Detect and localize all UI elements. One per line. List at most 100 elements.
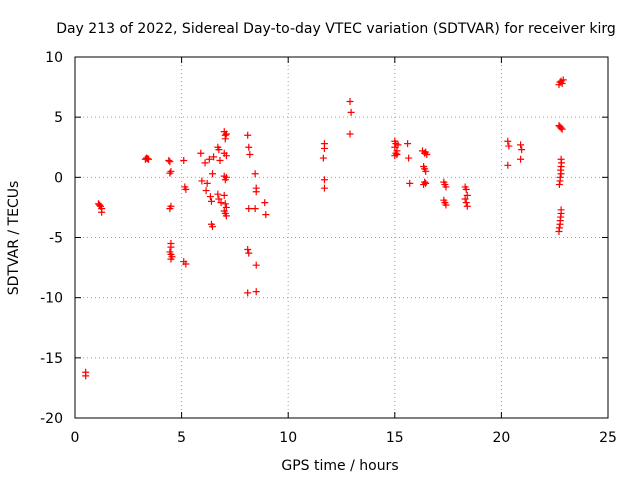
data-point bbox=[320, 184, 328, 192]
data-point bbox=[145, 155, 153, 163]
data-point bbox=[463, 202, 471, 210]
y-tick-label: -20 bbox=[40, 411, 63, 427]
y-tick-label: -5 bbox=[49, 231, 63, 247]
x-tick-label: 25 bbox=[599, 430, 617, 446]
data-point bbox=[462, 185, 470, 193]
x-tick-label: 5 bbox=[177, 430, 186, 446]
y-tick-label: -15 bbox=[40, 351, 63, 367]
y-tick-label: -10 bbox=[40, 291, 63, 307]
x-tick-label: 20 bbox=[492, 430, 510, 446]
data-point bbox=[404, 140, 412, 148]
data-point bbox=[221, 135, 229, 143]
data-point bbox=[461, 195, 469, 203]
data-point bbox=[222, 130, 230, 138]
data-point bbox=[180, 156, 188, 164]
data-point bbox=[222, 203, 230, 211]
data-point bbox=[346, 130, 354, 138]
data-point bbox=[505, 142, 513, 150]
data-point bbox=[222, 152, 230, 160]
data-point bbox=[504, 161, 512, 169]
data-point bbox=[220, 191, 228, 199]
data-point bbox=[346, 98, 354, 106]
data-point bbox=[209, 223, 217, 231]
data-point bbox=[182, 185, 190, 193]
x-tick-label: 0 bbox=[71, 430, 80, 446]
data-point bbox=[393, 150, 401, 158]
data-point bbox=[252, 261, 260, 269]
grid-lines bbox=[75, 57, 608, 418]
data-point bbox=[555, 181, 563, 189]
data-point bbox=[221, 200, 229, 208]
data-point bbox=[251, 205, 259, 213]
data-point bbox=[166, 205, 174, 213]
data-point bbox=[394, 141, 402, 149]
data-point bbox=[222, 173, 230, 181]
data-point bbox=[165, 156, 173, 164]
data-point bbox=[422, 167, 430, 175]
data-point bbox=[518, 146, 526, 154]
y-tick-label: 0 bbox=[54, 170, 63, 186]
data-point bbox=[98, 208, 106, 216]
data-point bbox=[504, 137, 512, 145]
data-point bbox=[206, 193, 214, 201]
y-tick-label: 5 bbox=[54, 110, 63, 126]
data-point bbox=[201, 159, 209, 167]
data-point bbox=[406, 179, 414, 187]
data-point bbox=[214, 190, 222, 198]
data-point bbox=[216, 156, 224, 164]
data-point bbox=[262, 211, 270, 219]
x-tick-label: 10 bbox=[279, 430, 297, 446]
data-point bbox=[244, 131, 252, 139]
data-point bbox=[82, 372, 90, 380]
axis-ticks: 0 5 10 15 20 25 -20 -15 -10 -5 0 5 10 bbox=[40, 50, 617, 446]
data-point bbox=[207, 197, 215, 205]
data-point bbox=[442, 201, 450, 209]
data-point bbox=[167, 167, 175, 175]
data-point bbox=[215, 146, 223, 154]
data-point bbox=[320, 144, 328, 152]
x-tick-label: 15 bbox=[386, 430, 404, 446]
data-point bbox=[217, 199, 225, 207]
x-axis-label: GPS time / hours bbox=[281, 458, 398, 474]
data-point bbox=[166, 158, 174, 166]
data-point bbox=[252, 188, 260, 196]
data-point bbox=[251, 170, 259, 178]
data-point bbox=[245, 249, 253, 257]
data-point bbox=[209, 170, 217, 178]
data-point bbox=[420, 181, 428, 189]
data-point bbox=[261, 199, 269, 207]
data-point bbox=[205, 155, 213, 163]
data-point bbox=[320, 176, 328, 184]
data-point bbox=[245, 143, 253, 151]
data-point bbox=[517, 155, 525, 163]
data-point bbox=[166, 169, 174, 177]
plot-frame bbox=[74, 56, 609, 419]
data-point bbox=[245, 205, 253, 213]
data-point bbox=[222, 212, 230, 220]
data-point bbox=[557, 124, 565, 132]
data-point bbox=[556, 220, 564, 228]
data-point bbox=[463, 191, 471, 199]
data-point bbox=[517, 141, 525, 149]
data-point bbox=[203, 179, 211, 187]
data-point bbox=[555, 227, 563, 235]
data-point bbox=[198, 177, 206, 185]
data-point bbox=[210, 153, 218, 161]
data-point bbox=[167, 255, 175, 263]
data-point bbox=[96, 201, 104, 209]
data-point bbox=[405, 154, 413, 162]
data-point bbox=[556, 177, 564, 185]
data-point bbox=[143, 155, 151, 163]
data-point bbox=[347, 108, 355, 116]
data-point bbox=[167, 243, 175, 251]
data-point bbox=[462, 199, 470, 207]
data-point bbox=[215, 195, 223, 203]
data-point bbox=[182, 260, 190, 268]
data-point bbox=[246, 150, 254, 158]
data-point bbox=[558, 125, 566, 133]
data-points bbox=[82, 76, 567, 380]
data-point bbox=[197, 149, 205, 157]
data-point bbox=[202, 187, 210, 195]
data-point bbox=[423, 150, 431, 158]
